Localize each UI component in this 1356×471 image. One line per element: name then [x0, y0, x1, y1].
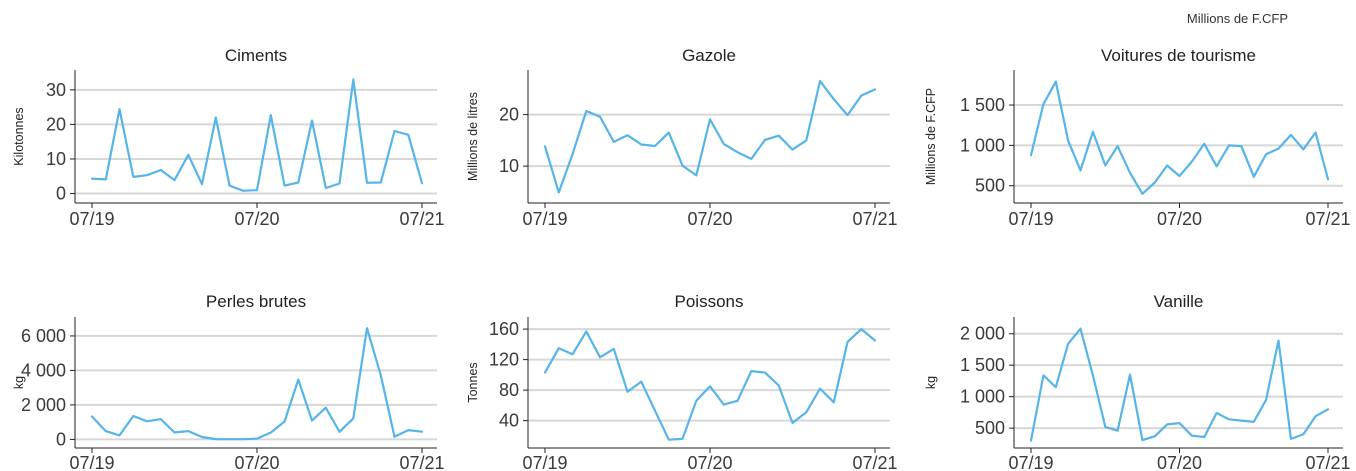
panel-title: Perles brutes [206, 292, 306, 311]
y-axis-title: Kilotonnes [12, 107, 26, 165]
y-axis-title: Millions de litres [466, 92, 480, 181]
series-line-voitures [1029, 80, 1330, 195]
x-tick-label: 07/19 [1008, 209, 1053, 229]
y-tick-label: 500 [975, 176, 1005, 196]
y-tick-label: 80 [499, 380, 519, 400]
y-tick-label: 1 000 [960, 387, 1005, 407]
x-tick-label: 07/20 [687, 209, 732, 229]
x-tick-label: 07/19 [522, 209, 567, 229]
x-tick-label: 07/21 [399, 453, 444, 471]
y-axis-title: kg [12, 376, 26, 389]
panel-title: Ciments [225, 46, 287, 65]
y-axis-title: kg [924, 376, 938, 389]
y-tick-label: 0 [56, 184, 66, 204]
x-tick-label: 07/20 [234, 453, 279, 471]
x-tick-label: 07/21 [1305, 209, 1350, 229]
y-tick-label: 4 000 [21, 360, 66, 380]
x-tick-label: 07/19 [69, 453, 114, 471]
y-tick-label: 30 [46, 80, 66, 100]
y-tick-label: 1 000 [960, 135, 1005, 155]
x-tick-label: 07/19 [69, 209, 114, 229]
x-tick-label: 07/20 [1157, 209, 1202, 229]
series-line-ciments [90, 78, 424, 192]
y-tick-label: 1 500 [960, 95, 1005, 115]
y-tick-label: 160 [489, 319, 519, 339]
x-tick-label: 07/20 [234, 209, 279, 229]
panel-gazole: 10 20 07/19 07/20 07/21 Gazole Millions de lit… [466, 46, 898, 229]
y-tick-label: 10 [46, 149, 66, 169]
x-tick-label: 07/20 [687, 453, 732, 471]
panel-poissons: 40 80 120 160 07/19 07/20 07/21 Poissons Tonnes [466, 292, 898, 471]
y-axis-title: Millions de F.CFP [924, 88, 938, 185]
y-tick-label: 120 [489, 350, 519, 370]
y-tick-label: 0 [56, 429, 66, 449]
unit-note: Millions de F.CFP [1187, 11, 1288, 26]
y-tick-label: 20 [499, 105, 519, 125]
x-tick-label: 07/19 [1008, 453, 1053, 471]
series-line-perles [90, 327, 424, 441]
series-line-gazole [543, 80, 877, 194]
panel-title: Gazole [682, 46, 736, 65]
y-tick-label: 6 000 [21, 326, 66, 346]
x-tick-label: 07/21 [1305, 453, 1350, 471]
x-tick-label: 07/21 [852, 209, 897, 229]
series-line-vanille [1029, 327, 1330, 442]
panel-title: Vanille [1154, 292, 1204, 311]
y-tick-label: 10 [499, 156, 519, 176]
panel-title: Poissons [675, 292, 744, 311]
y-tick-label: 500 [975, 418, 1005, 438]
y-tick-label: 2 000 [21, 395, 66, 415]
x-tick-label: 07/21 [399, 209, 444, 229]
x-tick-label: 07/19 [522, 453, 567, 471]
panel-title: Voitures de tourisme [1101, 46, 1256, 65]
y-tick-label: 20 [46, 114, 66, 134]
panel-vanille: 500 1 000 1 500 2 000 07/19 07/20 07/21 Vanille… [924, 292, 1351, 471]
panel-perles: 0 2 000 4 000 6 000 07/19 07/20 07/21 Perles br… [12, 292, 445, 471]
y-tick-label: 40 [499, 411, 519, 431]
x-tick-label: 07/20 [1157, 453, 1202, 471]
panel-voitures: 500 1 000 1 500 07/19 07/20 07/21 Voitures de … [924, 11, 1351, 229]
panel-ciments: 0 10 20 30 07/19 07/20 07/21 Ciments Kilotonnes [12, 46, 445, 229]
x-tick-label: 07/21 [852, 453, 897, 471]
series-line-poissons [543, 328, 877, 441]
y-axis-title: Tonnes [466, 362, 480, 402]
y-tick-label: 2 000 [960, 324, 1005, 344]
y-tick-label: 1 500 [960, 355, 1005, 375]
